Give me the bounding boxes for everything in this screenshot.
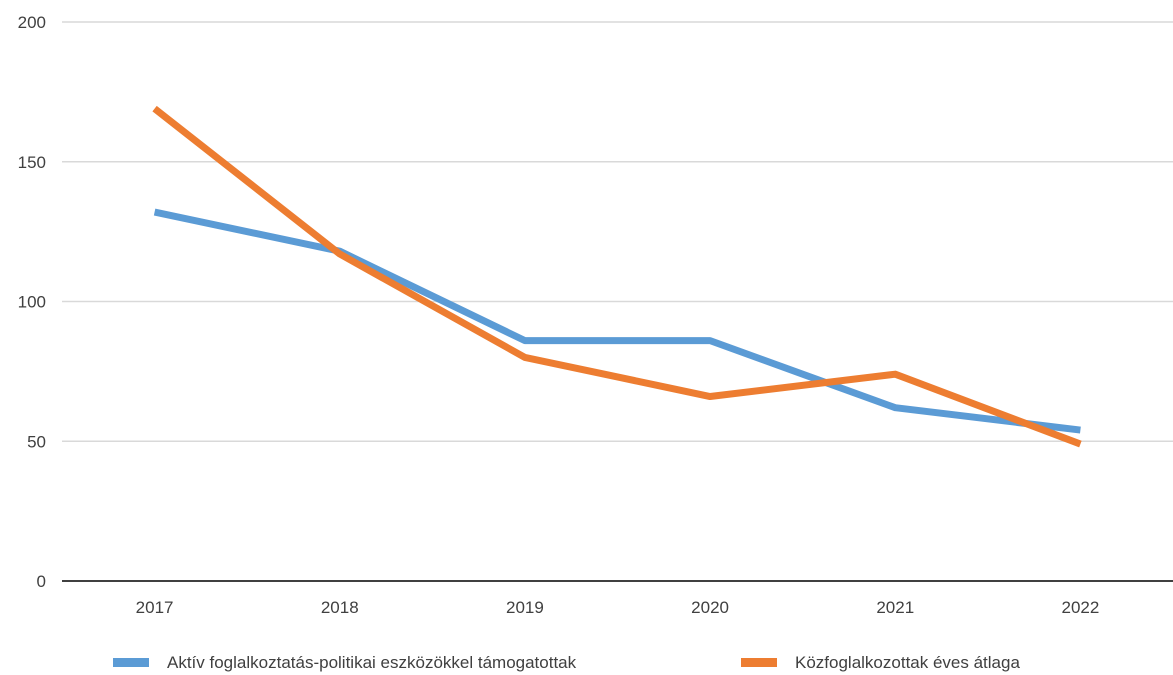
y-tick-label: 200 [18, 13, 46, 32]
y-tick-label: 50 [27, 432, 46, 451]
x-tick-label: 2022 [1062, 598, 1100, 617]
legend-swatch-series-2 [741, 658, 777, 667]
x-tick-label: 2020 [691, 598, 729, 617]
legend-label-series-2: Közfoglalkozottak éves átlaga [795, 653, 1020, 672]
y-tick-label: 0 [37, 572, 46, 591]
y-axis: 0 50 100 150 200 [18, 13, 46, 591]
legend-label-series-1: Aktív foglalkoztatás-politikai eszközökk… [167, 653, 577, 672]
x-axis: 2017 2018 2019 2020 2021 2022 [62, 580, 1173, 617]
y-tick-label: 150 [18, 153, 46, 172]
series-lines [152, 105, 1082, 448]
legend: Aktív foglalkoztatás-politikai eszközökk… [113, 653, 1020, 672]
legend-swatch-series-1 [113, 658, 149, 667]
series-line-2 [152, 105, 1082, 448]
x-tick-label: 2017 [136, 598, 174, 617]
series-line-1 [153, 208, 1081, 434]
gridlines [62, 21, 1173, 442]
x-tick-label: 2019 [506, 598, 544, 617]
x-tick-label: 2021 [876, 598, 914, 617]
y-tick-label: 100 [18, 293, 46, 312]
x-tick-label: 2018 [321, 598, 359, 617]
